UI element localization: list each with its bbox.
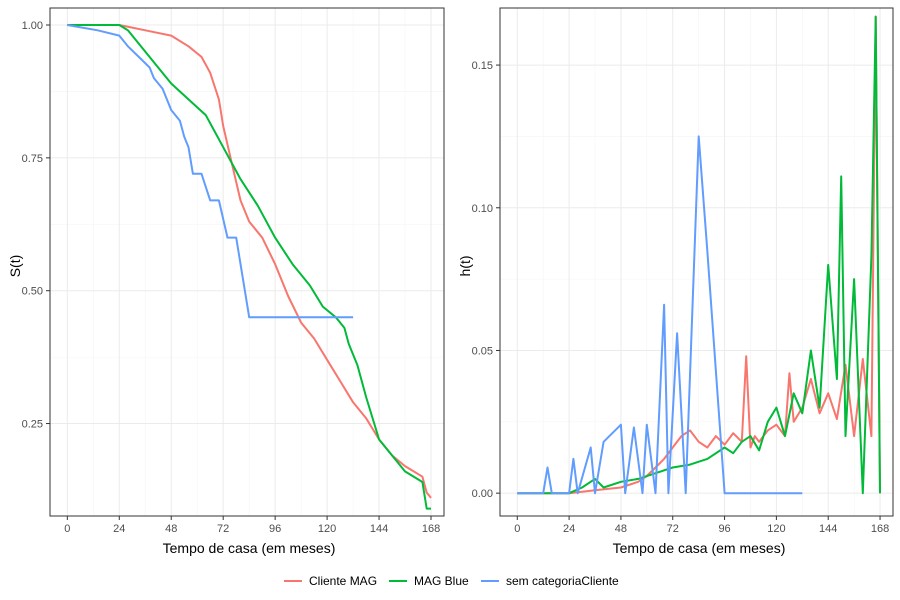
hazard-panel-border [499, 7, 894, 517]
hazard-x-tick-label: 72 [667, 523, 679, 535]
hazard-series-line-cliente-mag [517, 15, 881, 495]
hazard-x-tick-label: 96 [718, 523, 730, 535]
survival-y-tick-label: 1.00 [22, 20, 43, 32]
hazard-x-tick-label: 48 [615, 523, 627, 535]
hazard-y-tick-label: 0.05 [472, 345, 493, 357]
survival-y-tick-label: 0.75 [22, 153, 43, 165]
hazard-series-group [517, 15, 881, 495]
hazard-axis-ticks: 0 24 48 72 96 120 144 168 0.00 0.05 0.10 0.15 [472, 60, 890, 535]
survival-grid [50, 8, 444, 516]
survival-x-tick-label: 168 [422, 523, 440, 535]
hazard-x-tick-label: 0 [514, 523, 520, 535]
survival-x-tick-label: 120 [318, 523, 336, 535]
survival-y-tick-label: 0.50 [22, 286, 43, 298]
survival-series-line-mag-blue [67, 24, 431, 510]
legend-label-cliente-mag: Cliente MAG [309, 574, 377, 588]
hazard-y-axis-title: h(t) [457, 256, 473, 277]
survival-y-tick-label: 0.25 [22, 419, 43, 431]
survival-series-line-cliente-mag [67, 24, 432, 499]
survival-panel: 0 24 48 72 96 120 144 168 0.25 0.50 0.75 1.00 Tempo… [7, 7, 445, 556]
legend-label-mag-blue: MAG Blue [414, 574, 469, 588]
survival-x-tick-label: 96 [269, 523, 281, 535]
survival-x-axis-title: Tempo de casa (em meses) [163, 540, 336, 556]
hazard-x-tick-label: 120 [767, 523, 785, 535]
survival-x-tick-label: 0 [64, 523, 70, 535]
survival-x-tick-label: 24 [113, 523, 125, 535]
survival-series-line-sem-categoriacliente [67, 24, 354, 319]
legend-label-sem-categoria: sem categoriaCliente [506, 574, 619, 588]
hazard-x-tick-label: 168 [871, 523, 889, 535]
hazard-x-tick-label: 24 [563, 523, 575, 535]
hazard-y-tick-label: 0.15 [472, 60, 493, 72]
hazard-panel: 0 24 48 72 96 120 144 168 0.00 0.05 0.10 0.15 Tempo… [457, 7, 894, 556]
survival-panel-border [49, 7, 445, 517]
hazard-series-line-sem-categoriacliente [517, 135, 803, 495]
hazard-y-tick-label: 0.00 [472, 488, 493, 500]
hazard-grid [500, 8, 893, 516]
legend: Cliente MAG MAG Blue sem categoriaClient… [284, 574, 619, 588]
survival-y-axis-title: S(t) [7, 255, 23, 278]
survival-x-tick-label: 72 [217, 523, 229, 535]
survival-series-group [67, 24, 432, 510]
survival-x-tick-label: 144 [370, 523, 388, 535]
survival-x-tick-label: 48 [165, 523, 177, 535]
hazard-x-tick-label: 144 [819, 523, 837, 535]
survival-axis-ticks: 0 24 48 72 96 120 144 168 0.25 0.50 0.75 1.00 [22, 20, 441, 535]
hazard-x-axis-title: Tempo de casa (em meses) [613, 540, 786, 556]
hazard-y-tick-label: 0.10 [472, 203, 493, 215]
